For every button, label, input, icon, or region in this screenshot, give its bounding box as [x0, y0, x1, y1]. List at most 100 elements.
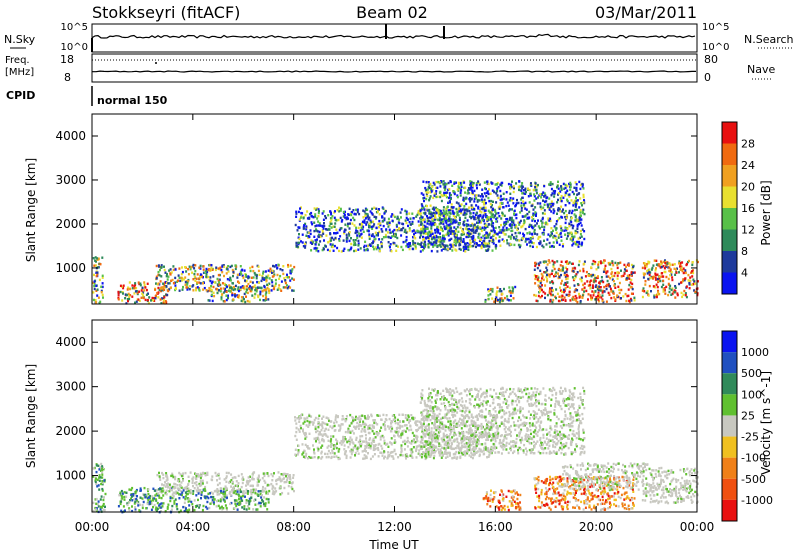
scatter-cell — [538, 279, 541, 283]
scatter-cell — [368, 416, 370, 419]
scatter-cell — [448, 188, 451, 191]
scatter-cell — [654, 273, 657, 277]
scatter-cell — [512, 236, 515, 239]
scatter-cell — [95, 497, 98, 501]
scatter-cell — [518, 245, 521, 249]
scatter-cell — [520, 201, 523, 205]
scatter-cell — [178, 289, 181, 292]
scatter-cell — [222, 291, 225, 294]
scatter-cell — [424, 240, 426, 244]
scatter-cell — [220, 268, 223, 272]
scatter-cell — [227, 297, 229, 300]
scatter-cell — [566, 184, 569, 187]
scatter-cell — [120, 509, 123, 512]
scatter-cell — [577, 237, 580, 240]
scatter-cell — [622, 295, 625, 298]
scatter-cell — [421, 441, 424, 445]
scatter-cell — [509, 237, 512, 240]
scatter-cell — [500, 181, 503, 185]
scatter-cell — [187, 273, 190, 276]
scatter-cell — [286, 276, 289, 279]
scatter-cell — [259, 490, 262, 493]
scatter-cell — [470, 206, 473, 209]
scatter-cell — [156, 501, 159, 505]
scatter-cell — [631, 267, 634, 270]
scatter-cell — [438, 214, 441, 217]
scatter-cell — [478, 244, 481, 247]
scatter-cell — [314, 425, 317, 429]
scatter-cell — [557, 272, 559, 275]
scatter-cell — [131, 486, 134, 490]
scatter-cell — [467, 187, 470, 190]
scatter-cell — [302, 225, 305, 229]
scatter-cell — [92, 501, 95, 505]
scatter-cell — [489, 231, 491, 235]
scatter-cell — [99, 508, 102, 511]
scatter-cell — [579, 269, 582, 273]
scatter-cell — [387, 217, 390, 221]
scatter-cell — [469, 242, 472, 245]
scatter-cell — [466, 242, 469, 245]
scatter-cell — [430, 223, 433, 227]
scatter-cell — [330, 438, 333, 441]
scatter-cell — [434, 186, 437, 190]
scatter-cell — [463, 204, 466, 208]
scatter-cell — [671, 278, 674, 282]
scatter-cell — [430, 249, 433, 253]
scatter-cell — [216, 483, 219, 487]
scatter-cell — [596, 288, 599, 291]
scatter-cell — [445, 210, 448, 213]
scatter-cell — [363, 415, 366, 418]
scatter-cell — [309, 229, 312, 232]
scatter-cell — [556, 212, 558, 215]
scatter-cell — [534, 224, 537, 227]
scatter-cell — [442, 234, 445, 237]
scatter-cell — [439, 448, 442, 451]
scatter-cell — [363, 454, 366, 457]
scatter-cell — [206, 507, 209, 510]
scatter-cell — [658, 292, 661, 296]
scatter-cell — [345, 236, 348, 239]
scatter-cell — [254, 292, 257, 296]
scatter-cell — [533, 195, 536, 198]
scatter-cell — [192, 490, 195, 493]
scatter-cell — [526, 216, 529, 220]
scatter-cell — [298, 430, 301, 433]
scatter-cell — [215, 287, 218, 291]
scatter-cell — [509, 186, 511, 189]
scatter-cell — [173, 482, 176, 486]
scatter-cell — [308, 231, 311, 234]
scatter-cell — [440, 193, 443, 197]
scatter-cell — [623, 263, 626, 267]
scatter-cell — [541, 284, 543, 287]
scatter-cell — [438, 181, 441, 184]
scatter-cell — [465, 235, 468, 239]
scatter-cell — [350, 438, 353, 441]
scatter-cell — [367, 229, 370, 233]
scatter-cell — [375, 247, 378, 251]
scatter-cell — [358, 415, 361, 418]
scatter-cell — [470, 192, 473, 195]
scatter-cell — [485, 426, 488, 429]
scatter-cell — [378, 238, 381, 241]
scatter-cell — [432, 245, 435, 248]
scatter-cell — [279, 274, 282, 278]
scatter-cell — [444, 448, 447, 451]
scatter-cell — [216, 479, 218, 482]
scatter-cell — [137, 504, 140, 507]
scatter-cell — [364, 240, 367, 243]
scatter-cell — [170, 508, 173, 511]
scatter-cell — [505, 218, 508, 221]
scatter-cell — [419, 209, 422, 212]
scatter-cell — [566, 268, 569, 271]
scatter-cell — [532, 225, 535, 228]
scatter-cell — [279, 493, 282, 496]
scatter-cell — [611, 278, 614, 281]
scatter-cell — [347, 248, 350, 252]
scatter-cell — [211, 475, 214, 478]
scatter-cell — [522, 192, 525, 195]
scatter-cell — [552, 208, 555, 211]
scatter-cell — [457, 446, 460, 449]
scatter-cell — [594, 280, 597, 283]
scatter-cell — [431, 217, 434, 221]
